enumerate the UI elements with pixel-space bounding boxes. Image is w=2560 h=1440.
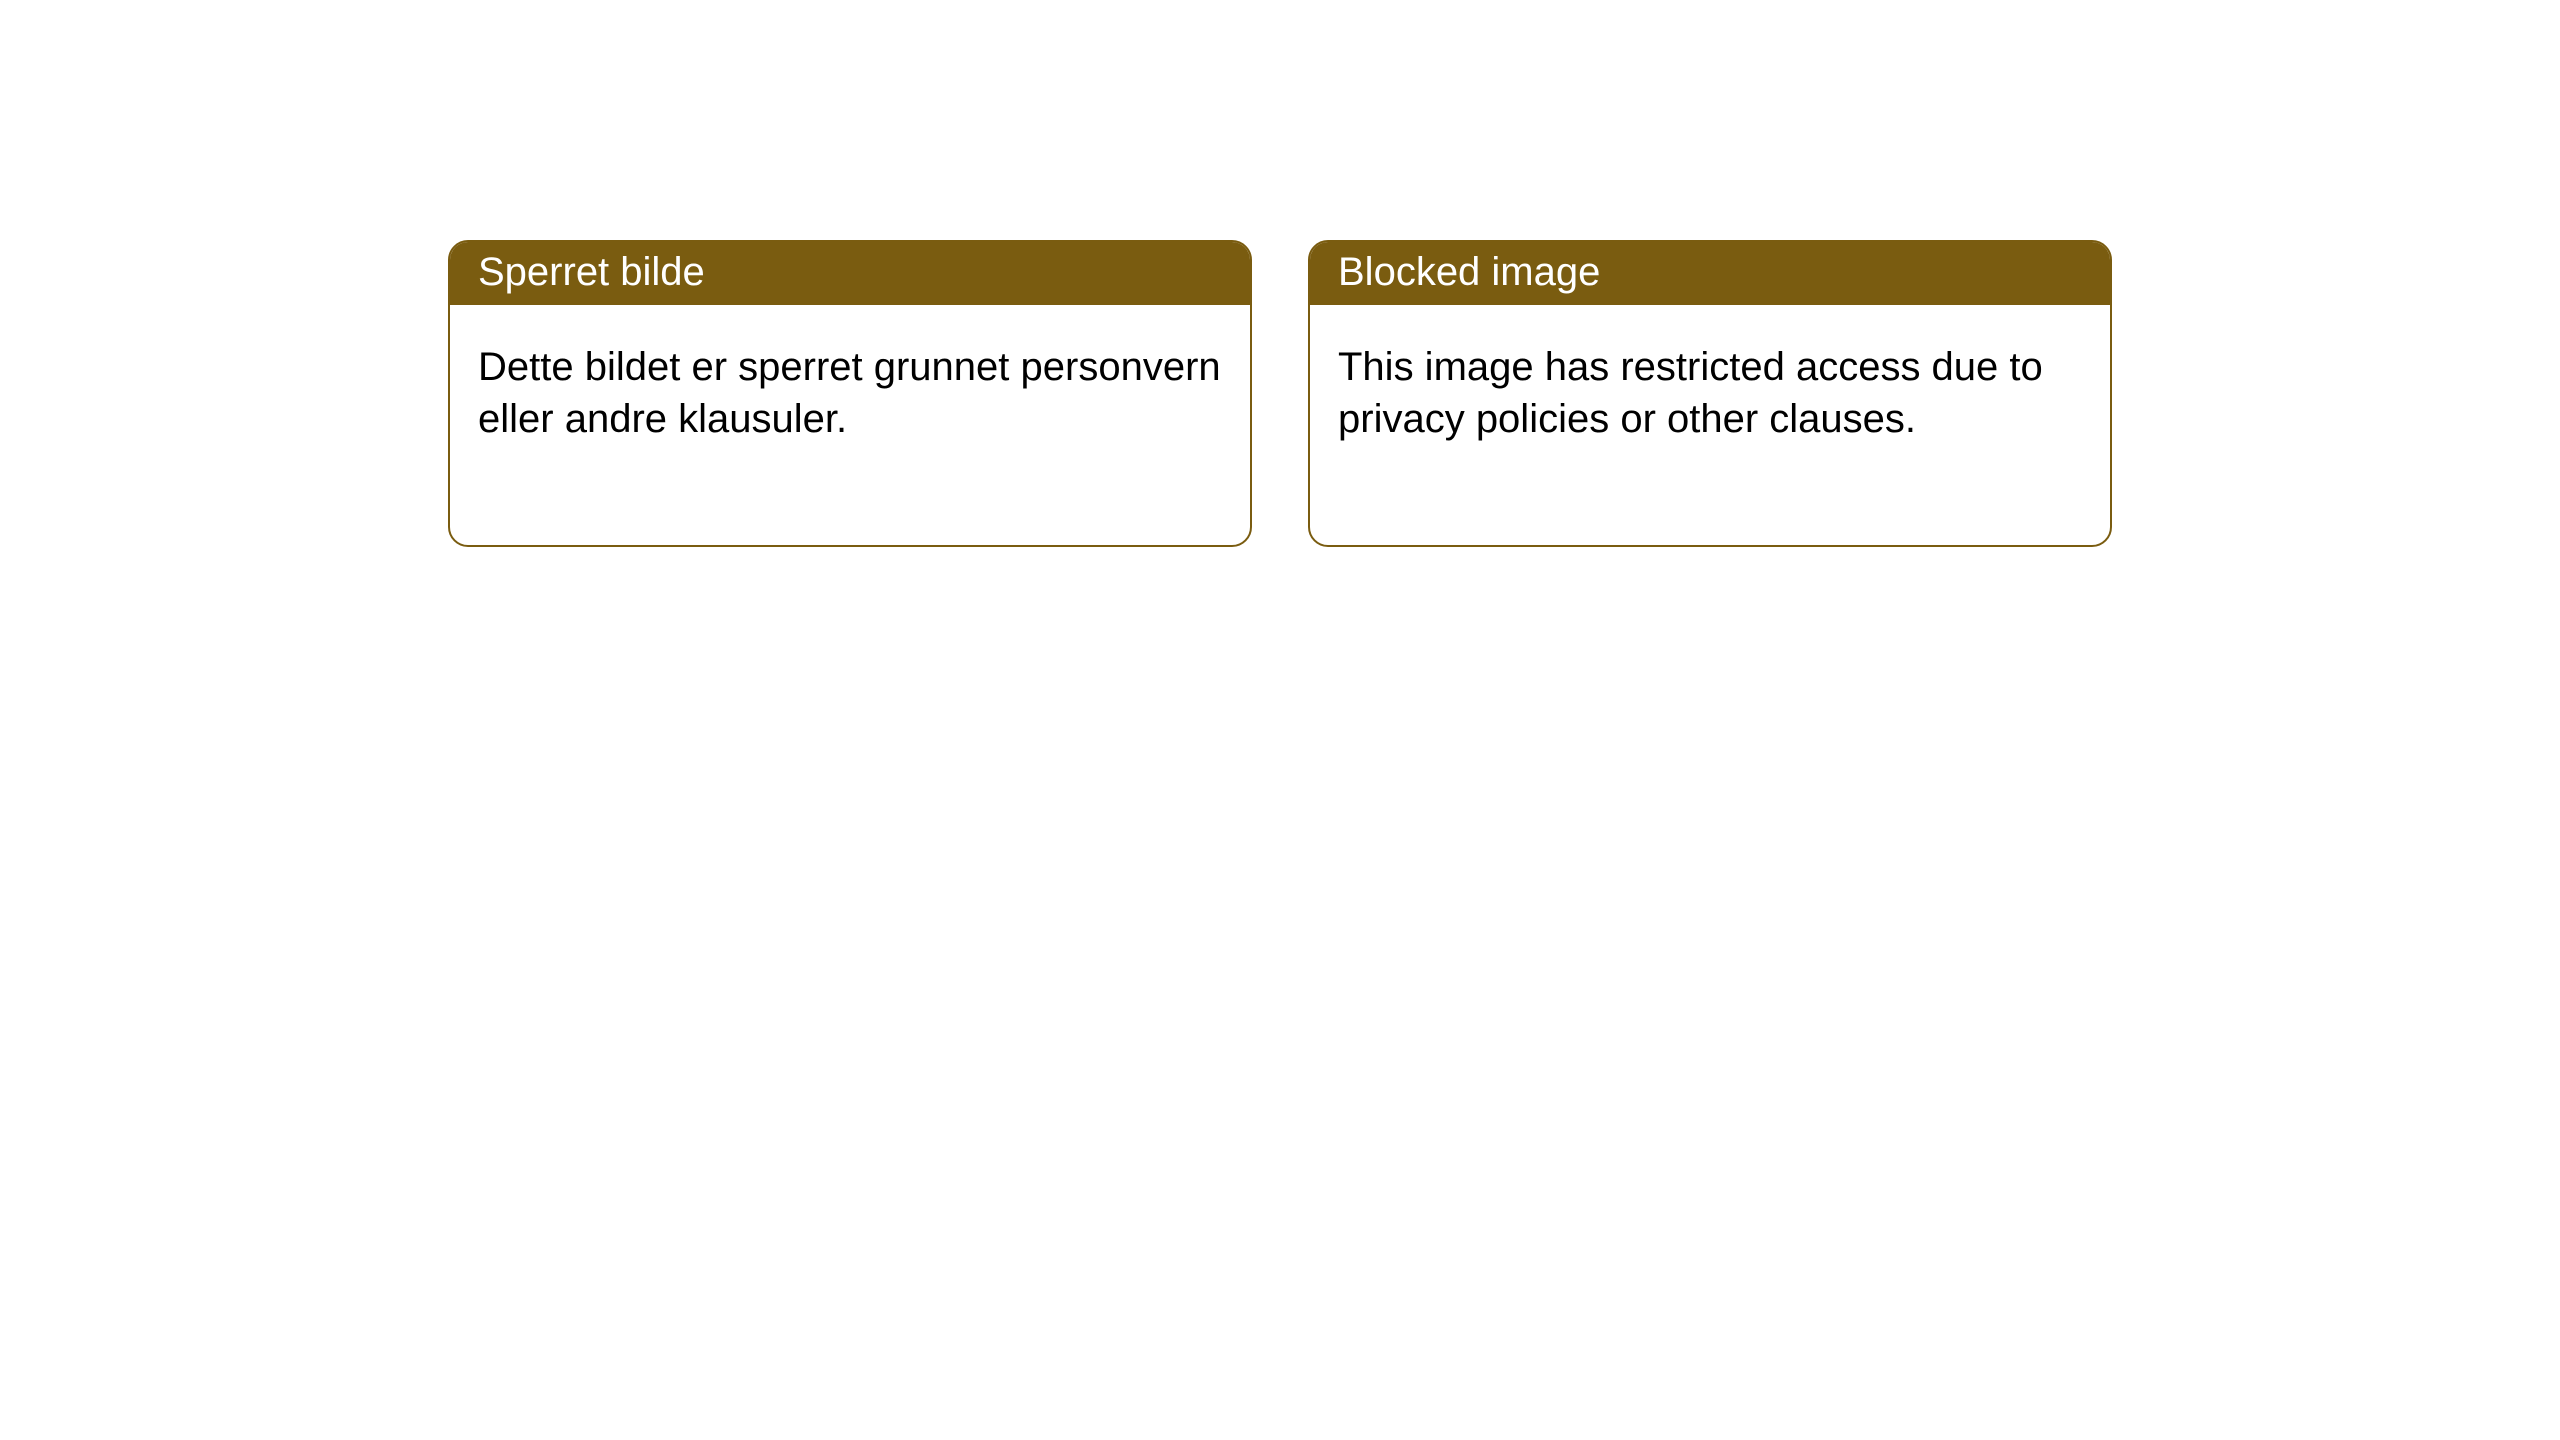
card-body: This image has restricted access due to … (1310, 305, 2110, 545)
cards-container: Sperret bilde Dette bildet er sperret gr… (0, 0, 2560, 547)
card-header: Blocked image (1310, 242, 2110, 305)
card-body-text: This image has restricted access due to … (1338, 345, 2043, 441)
blocked-image-card-no: Sperret bilde Dette bildet er sperret gr… (448, 240, 1252, 547)
card-title: Sperret bilde (478, 250, 705, 294)
card-body-text: Dette bildet er sperret grunnet personve… (478, 345, 1221, 441)
card-title: Blocked image (1338, 250, 1600, 294)
blocked-image-card-en: Blocked image This image has restricted … (1308, 240, 2112, 547)
card-body: Dette bildet er sperret grunnet personve… (450, 305, 1250, 545)
card-header: Sperret bilde (450, 242, 1250, 305)
